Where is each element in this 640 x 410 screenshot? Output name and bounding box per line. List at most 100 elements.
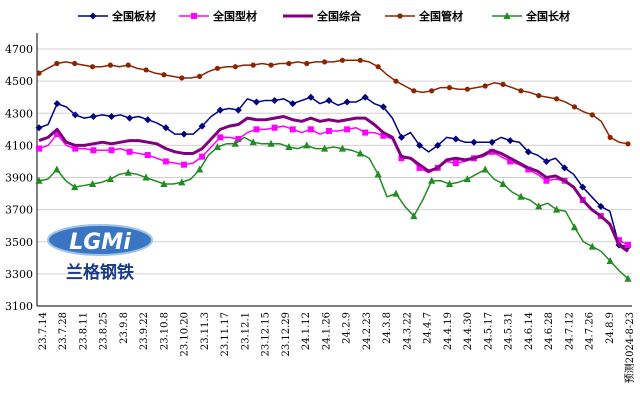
data-point xyxy=(374,170,382,178)
data-point xyxy=(271,124,278,131)
x-tick-label: 24.6.14 xyxy=(524,312,535,350)
data-point xyxy=(89,113,97,121)
logo-ellipse xyxy=(47,224,153,256)
legend-label: 全国长材 xyxy=(525,9,570,23)
y-tick-label: 4500 xyxy=(5,75,33,88)
data-point xyxy=(232,64,238,70)
data-point xyxy=(71,111,79,119)
data-point xyxy=(250,62,256,68)
data-point xyxy=(89,64,96,70)
data-point xyxy=(380,132,387,139)
data-point xyxy=(597,202,605,210)
data-point xyxy=(285,143,293,151)
x-tick-label: 24.1.26 xyxy=(321,312,332,350)
data-point xyxy=(499,179,507,187)
x-tick-label: 24.8.9 xyxy=(605,312,616,344)
data-point xyxy=(542,157,550,165)
data-point xyxy=(199,153,206,160)
data-point xyxy=(217,134,224,141)
series-group xyxy=(35,57,632,282)
y-tick-label: 4700 xyxy=(5,43,33,56)
data-point xyxy=(392,189,400,197)
data-point xyxy=(124,168,132,176)
y-axis: 3100 3300 3500 3700 3900 4100 4300 4500 4700 xyxy=(5,33,632,313)
data-point xyxy=(344,126,351,133)
data-point xyxy=(320,144,329,152)
data-point xyxy=(162,158,169,165)
data-point xyxy=(126,114,134,122)
data-point xyxy=(179,75,185,81)
data-point xyxy=(536,93,542,99)
x-tick-label: 24.3.22 xyxy=(402,312,413,350)
series-none xyxy=(38,115,629,253)
x-tick-label: 24.4.19 xyxy=(443,312,454,350)
data-point xyxy=(196,165,204,173)
x-tick-label: 23.9.8 xyxy=(119,312,130,344)
data-point xyxy=(452,160,459,167)
x-tick-label: 23.8.11 xyxy=(78,312,89,350)
data-point xyxy=(543,177,550,184)
data-point xyxy=(482,83,488,89)
data-point xyxy=(289,126,296,133)
data-point xyxy=(144,116,152,124)
data-point xyxy=(53,165,61,173)
x-tick-label: 23.7.14 xyxy=(38,312,49,350)
data-point xyxy=(268,62,274,68)
data-point xyxy=(625,241,631,248)
x-tick-label: 23.11.3 xyxy=(200,312,211,350)
data-point xyxy=(71,183,79,191)
y-tick-label: 4100 xyxy=(5,139,33,152)
data-point xyxy=(249,138,257,146)
series-diamond xyxy=(35,93,632,251)
data-point xyxy=(579,183,587,191)
data-point xyxy=(379,103,387,111)
data-point xyxy=(588,242,596,250)
data-point xyxy=(507,158,514,165)
data-point xyxy=(464,86,470,92)
x-tick-label: 24.1.12 xyxy=(301,312,312,350)
legend-item: 全国型材 xyxy=(179,9,257,23)
x-tick-label: 24.7.12 xyxy=(564,312,575,350)
grid xyxy=(37,48,632,307)
data-point xyxy=(36,70,42,76)
x-tick-label: 24.2.9 xyxy=(342,312,353,344)
x-tick-label: 23.8.25 xyxy=(99,312,110,350)
series-line xyxy=(38,59,629,145)
data-point xyxy=(470,138,478,146)
data-point xyxy=(463,175,471,183)
y-tick-label: 3700 xyxy=(5,204,33,217)
data-point xyxy=(106,175,114,183)
series-line xyxy=(38,115,629,253)
legend-label: 全国管材 xyxy=(418,9,463,23)
data-point xyxy=(178,178,186,186)
x-tick-label: 24.7.26 xyxy=(585,312,596,350)
data-point xyxy=(253,126,260,133)
x-tick-label: 预测2024-8-23 xyxy=(623,312,636,383)
data-point xyxy=(72,60,78,67)
data-point xyxy=(561,164,569,172)
data-point xyxy=(525,166,532,173)
data-point xyxy=(411,88,417,94)
data-point xyxy=(357,57,363,63)
y-tick-label: 3500 xyxy=(5,236,33,249)
data-point xyxy=(107,62,113,68)
data-point xyxy=(289,100,297,108)
data-point xyxy=(125,62,131,68)
data-point xyxy=(446,85,453,91)
data-point xyxy=(213,143,222,151)
legend-label: 全国板材 xyxy=(111,9,156,23)
data-point xyxy=(488,138,496,146)
data-point xyxy=(286,60,292,67)
data-point xyxy=(553,205,561,213)
data-point xyxy=(307,93,315,101)
logo-text: LGMi xyxy=(69,230,131,255)
data-point xyxy=(554,96,560,102)
data-point xyxy=(325,127,332,134)
x-axis: 23.7.14 23.7.28 23.8.11 23.8.25 23.9.8 23.9.2… xyxy=(38,312,636,383)
data-point xyxy=(500,81,506,87)
data-point xyxy=(375,64,381,70)
data-point xyxy=(434,141,442,149)
data-point xyxy=(535,202,543,210)
data-point xyxy=(615,237,622,244)
data-point xyxy=(607,134,613,140)
